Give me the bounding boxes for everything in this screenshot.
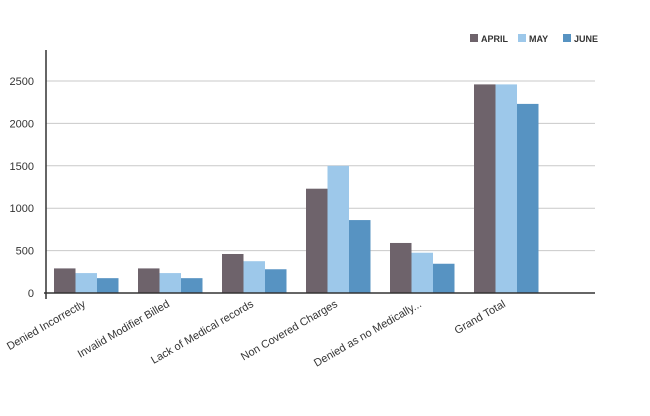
bar-june bbox=[517, 103, 539, 293]
bar-april bbox=[54, 268, 76, 293]
y-tick-label: 1000 bbox=[10, 203, 34, 215]
legend-label-april: APRIL bbox=[481, 34, 509, 44]
bar-april bbox=[222, 253, 244, 293]
bar-april bbox=[306, 188, 328, 293]
y-tick-label: 2000 bbox=[10, 118, 34, 130]
legend: APRIL MAY JUNE bbox=[470, 34, 598, 44]
bar-may bbox=[159, 273, 181, 293]
x-tick-label: Denied Incorrectly bbox=[5, 298, 88, 353]
bar-june bbox=[265, 269, 287, 293]
x-tick-label: Grand Total bbox=[453, 298, 508, 337]
bar-may bbox=[495, 84, 517, 293]
legend-swatch-april bbox=[470, 34, 478, 42]
bar-june bbox=[349, 220, 371, 293]
bar-may bbox=[243, 261, 265, 293]
legend-swatch-june bbox=[563, 34, 571, 42]
bar-may bbox=[327, 165, 349, 293]
axes bbox=[44, 50, 595, 299]
y-tick-label: 0 bbox=[28, 288, 34, 300]
bar-june bbox=[181, 278, 203, 293]
legend-label-may: MAY bbox=[529, 34, 548, 44]
y-tick-label: 1500 bbox=[10, 161, 34, 173]
bar-april bbox=[474, 84, 496, 293]
bar-april bbox=[390, 242, 412, 293]
bar-june bbox=[97, 278, 119, 293]
bar-may bbox=[75, 273, 97, 293]
bar-may bbox=[411, 252, 433, 293]
legend-swatch-may bbox=[518, 34, 526, 42]
y-axis-tick-labels: 0 500 1000 1500 2000 2500 bbox=[10, 76, 34, 300]
y-tick-label: 500 bbox=[16, 246, 34, 258]
bar-june bbox=[433, 263, 455, 293]
bars bbox=[54, 84, 539, 293]
y-tick-label: 2500 bbox=[10, 76, 34, 88]
legend-label-june: JUNE bbox=[574, 34, 598, 44]
bar-april bbox=[138, 268, 160, 293]
